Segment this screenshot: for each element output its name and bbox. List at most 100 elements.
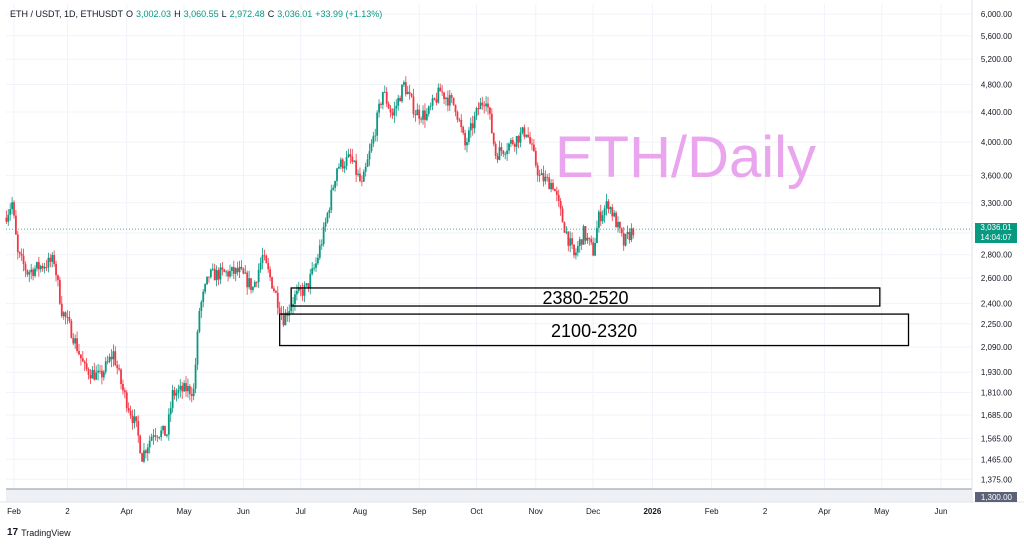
candle-body (188, 386, 191, 395)
price-tick-label: 2,800.00 (981, 251, 1013, 260)
candle-body (192, 388, 195, 396)
candle-body (322, 226, 325, 245)
price-tick-label: 5,600.00 (981, 32, 1013, 41)
candle-body (328, 209, 331, 213)
price-tick-label: 4,400.00 (981, 108, 1013, 117)
candle-body (317, 257, 319, 264)
time-axis[interactable]: Feb 2 Apr May Jun Jul Aug Sep Oct Nov Dec 2026 Feb 2 A… (7, 507, 947, 516)
candle-body (34, 268, 36, 276)
candle-body (513, 144, 516, 147)
candle-body (320, 244, 323, 246)
candle-body (603, 208, 606, 216)
candle-body (529, 136, 531, 144)
candle-body (393, 108, 396, 116)
candle-body (462, 127, 465, 133)
candle-body (303, 284, 306, 296)
candle-body (129, 410, 132, 416)
candle-body (351, 156, 354, 162)
candle-body (51, 255, 54, 262)
candle-body (427, 106, 430, 114)
candle-body (592, 242, 595, 256)
candle-body (496, 155, 499, 160)
candle-body (381, 92, 384, 105)
candle-body (401, 84, 403, 102)
candle-body (450, 95, 453, 98)
zone-box-1 (290, 287, 881, 307)
tradingview-brand: TradingView (21, 527, 71, 538)
support-zones[interactable]: 2380-2520 2100-2320 (279, 287, 910, 347)
price-axis[interactable]: 1,375.00 1,465.00 1,565.00 1,685.00 1,810.00… (975, 10, 1017, 502)
bottom-price-tag (975, 492, 1017, 502)
candle-body (194, 364, 197, 389)
candle-body (49, 257, 52, 262)
candle-body (246, 272, 249, 288)
candle-body (332, 187, 335, 190)
candle-body (620, 228, 623, 234)
candle-body (58, 279, 61, 304)
candle-body (582, 226, 585, 245)
candle-body (301, 289, 304, 296)
candle-body (116, 364, 119, 369)
candle-body (70, 320, 73, 338)
candle-body (425, 113, 428, 120)
candle-body (605, 201, 608, 209)
candle-body (24, 264, 27, 271)
close-value: 3,036.01 (277, 9, 313, 19)
candle-body (133, 416, 136, 424)
candle-body (225, 271, 228, 273)
candle-body (555, 191, 558, 195)
candle-body (611, 207, 614, 217)
candle-body (435, 99, 438, 103)
time-tick-label: May (874, 507, 889, 516)
candle-body (118, 368, 121, 370)
candle-body (429, 105, 432, 107)
time-tick-label: Dec (586, 507, 600, 516)
tradingview-logo[interactable]: 17 TradingView (7, 527, 71, 538)
candle-body (139, 435, 142, 454)
candle-body (391, 112, 394, 116)
candle-body (146, 447, 149, 454)
candle-body (523, 127, 526, 137)
candle-body (294, 294, 296, 304)
time-tick-label: Aug (353, 507, 367, 516)
candle-body (531, 143, 533, 145)
candle-body (441, 91, 444, 93)
candle-body (66, 317, 69, 318)
candle-body (576, 246, 579, 253)
candle-body (460, 119, 463, 128)
candle-body (380, 103, 382, 105)
candle-body (552, 182, 554, 190)
candle-body (200, 301, 203, 311)
open-label: O (126, 9, 134, 19)
candle-body (240, 266, 243, 269)
candle-body (271, 277, 273, 289)
price-tick-label: 1,810.00 (981, 388, 1013, 397)
candle-body (64, 312, 67, 318)
candle-body (158, 436, 161, 438)
candle-body (30, 269, 33, 273)
candle-body (418, 109, 421, 119)
candle-body (74, 338, 77, 344)
candle-body (261, 255, 264, 264)
candle-body (282, 313, 285, 326)
candle-body (339, 159, 342, 167)
price-tick-label: 1,375.00 (981, 475, 1013, 484)
watermark-text: ETH/Daily (555, 125, 816, 190)
candle-body (278, 307, 281, 314)
candle-body (60, 303, 63, 317)
candle-body (473, 116, 476, 129)
candle-body (11, 202, 13, 210)
candle-body (588, 237, 591, 240)
candle-body (412, 96, 415, 114)
candle-body (372, 136, 375, 144)
candle-body (318, 245, 321, 258)
candle-body (166, 434, 168, 436)
candle-body (565, 231, 568, 233)
symbol-label[interactable]: ETH / USDT, 1D, ETHUSDT (10, 9, 124, 19)
candle-body (349, 154, 352, 157)
candle-body (32, 269, 35, 276)
candle-body (5, 217, 8, 222)
candle-body (492, 133, 495, 144)
